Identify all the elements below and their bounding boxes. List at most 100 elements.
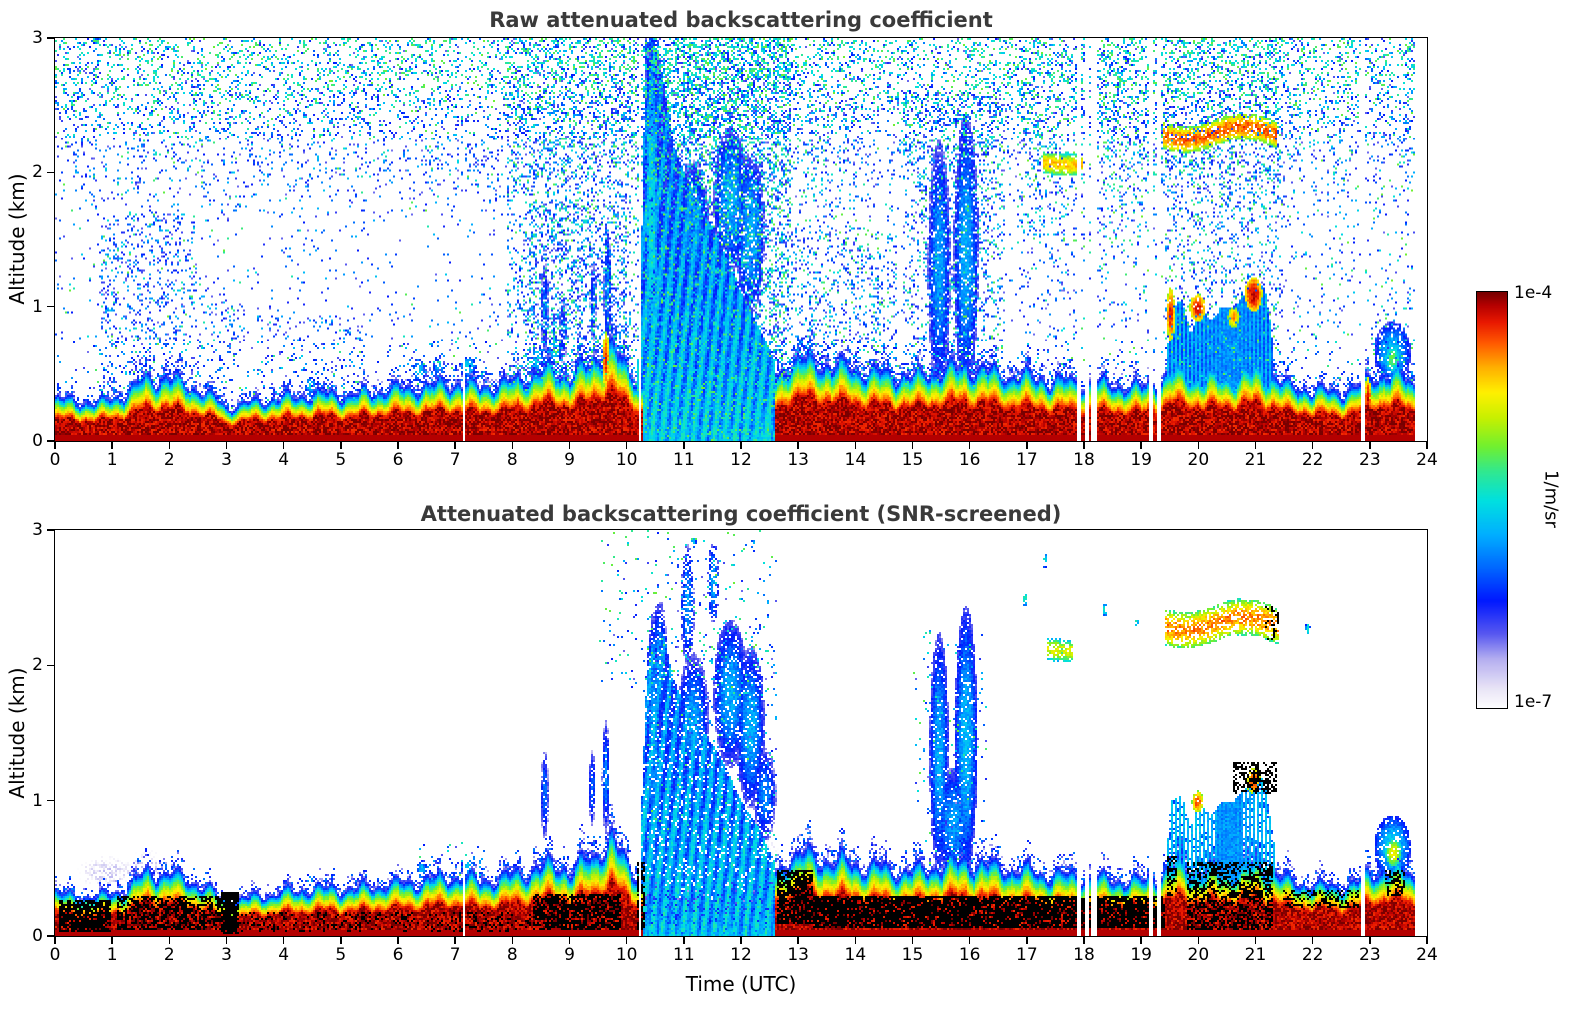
y-tick-label: 2 bbox=[32, 162, 43, 183]
x-axis-label: Time (UTC) bbox=[685, 972, 797, 996]
x-tick-label: 10 bbox=[615, 945, 638, 965]
y-tick-label: 3 bbox=[32, 28, 43, 48]
x-tick-mark bbox=[454, 937, 456, 944]
x-tick-mark bbox=[854, 937, 857, 944]
x-tick-mark bbox=[225, 937, 228, 944]
x-tick-label: 13 bbox=[787, 450, 809, 470]
x-tick-mark bbox=[54, 937, 56, 944]
x-tick-mark bbox=[1369, 937, 1371, 944]
y-tick-label: 0 bbox=[32, 431, 43, 451]
y-tick-mark bbox=[47, 305, 54, 308]
colorbar bbox=[1476, 291, 1508, 709]
x-tick-mark bbox=[568, 937, 571, 944]
x-tick-label: 9 bbox=[564, 945, 575, 965]
panel2-y-axis-label: Altitude (km) bbox=[5, 667, 29, 799]
x-tick-label: 7 bbox=[449, 450, 461, 470]
x-tick-label: 5 bbox=[335, 945, 347, 965]
x-tick-label: 22 bbox=[1301, 450, 1324, 470]
x-tick-label: 21 bbox=[1244, 450, 1267, 470]
x-tick-mark bbox=[1426, 442, 1428, 449]
x-tick-label: 17 bbox=[1016, 450, 1038, 470]
x-tick-mark bbox=[282, 937, 285, 944]
x-tick-label: 15 bbox=[901, 945, 924, 965]
x-tick-label: 4 bbox=[278, 945, 290, 965]
y-tick-mark bbox=[47, 529, 54, 531]
colorbar-units-label: 1/m/sr bbox=[1540, 470, 1562, 528]
x-tick-label: 8 bbox=[506, 945, 518, 965]
x-tick-mark bbox=[1197, 937, 1200, 944]
x-tick-mark bbox=[111, 937, 113, 944]
x-tick-label: 19 bbox=[1130, 945, 1152, 965]
x-tick-label: 23 bbox=[1359, 450, 1381, 470]
panel1-title: Raw attenuated backscattering coefficien… bbox=[489, 8, 993, 32]
x-tick-label: 24 bbox=[1416, 945, 1438, 965]
x-tick-label: 18 bbox=[1073, 450, 1095, 470]
x-tick-label: 23 bbox=[1359, 945, 1381, 965]
x-tick-mark bbox=[740, 442, 742, 449]
x-tick-label: 1 bbox=[106, 945, 118, 965]
x-tick-mark bbox=[625, 937, 628, 944]
x-tick-mark bbox=[911, 937, 914, 944]
x-tick-label: 16 bbox=[958, 450, 981, 470]
x-tick-mark bbox=[340, 442, 342, 449]
x-tick-label: 15 bbox=[901, 450, 924, 470]
x-tick-label: 12 bbox=[730, 450, 752, 470]
x-tick-label: 6 bbox=[392, 450, 404, 470]
x-tick-label: 6 bbox=[392, 945, 404, 965]
x-tick-mark bbox=[1254, 937, 1257, 944]
panel2-heatmap bbox=[54, 529, 1428, 937]
y-tick-label: 0 bbox=[32, 926, 43, 946]
x-tick-mark bbox=[397, 442, 399, 449]
x-tick-label: 9 bbox=[564, 450, 575, 470]
x-tick-mark bbox=[1311, 442, 1314, 449]
x-tick-mark bbox=[968, 442, 971, 449]
x-tick-mark bbox=[1140, 442, 1142, 449]
x-tick-mark bbox=[568, 442, 571, 449]
y-tick-label: 1 bbox=[32, 296, 43, 317]
y-tick-label: 2 bbox=[32, 655, 43, 676]
x-tick-mark bbox=[1369, 442, 1371, 449]
x-tick-mark bbox=[340, 937, 342, 944]
x-tick-label: 17 bbox=[1016, 945, 1038, 965]
x-tick-mark bbox=[1254, 442, 1257, 449]
x-tick-mark bbox=[1026, 937, 1028, 944]
x-tick-mark bbox=[282, 442, 285, 449]
x-tick-mark bbox=[740, 937, 742, 944]
x-tick-label: 3 bbox=[221, 945, 232, 965]
x-tick-mark bbox=[1083, 442, 1085, 449]
x-tick-label: 12 bbox=[730, 945, 752, 965]
x-tick-mark bbox=[968, 937, 971, 944]
x-tick-label: 8 bbox=[506, 450, 518, 470]
x-tick-label: 20 bbox=[1187, 945, 1210, 965]
x-tick-label: 11 bbox=[673, 450, 695, 470]
x-tick-mark bbox=[511, 442, 514, 449]
y-tick-mark bbox=[47, 935, 54, 937]
x-tick-mark bbox=[1026, 442, 1028, 449]
x-tick-mark bbox=[54, 442, 56, 449]
x-tick-label: 0 bbox=[49, 945, 61, 965]
x-tick-label: 4 bbox=[278, 450, 290, 470]
x-tick-mark bbox=[1083, 937, 1085, 944]
x-tick-mark bbox=[511, 937, 514, 944]
y-tick-mark bbox=[47, 440, 54, 442]
x-tick-label: 19 bbox=[1130, 450, 1152, 470]
panel2-title: Attenuated backscattering coefficient (S… bbox=[420, 502, 1062, 526]
y-tick-mark bbox=[47, 799, 54, 802]
x-tick-mark bbox=[1426, 937, 1428, 944]
x-tick-label: 21 bbox=[1244, 945, 1267, 965]
x-tick-mark bbox=[854, 442, 857, 449]
x-tick-label: 10 bbox=[615, 450, 638, 470]
x-tick-label: 5 bbox=[335, 450, 347, 470]
panel1-heatmap bbox=[54, 37, 1428, 442]
x-tick-mark bbox=[168, 442, 171, 449]
y-tick-mark bbox=[47, 37, 54, 39]
y-tick-label: 1 bbox=[32, 790, 43, 811]
x-tick-mark bbox=[1140, 937, 1142, 944]
x-tick-label: 24 bbox=[1416, 450, 1438, 470]
x-tick-label: 2 bbox=[163, 450, 175, 470]
x-tick-mark bbox=[625, 442, 628, 449]
x-tick-mark bbox=[168, 937, 171, 944]
x-tick-mark bbox=[797, 937, 799, 944]
x-tick-mark bbox=[111, 442, 113, 449]
